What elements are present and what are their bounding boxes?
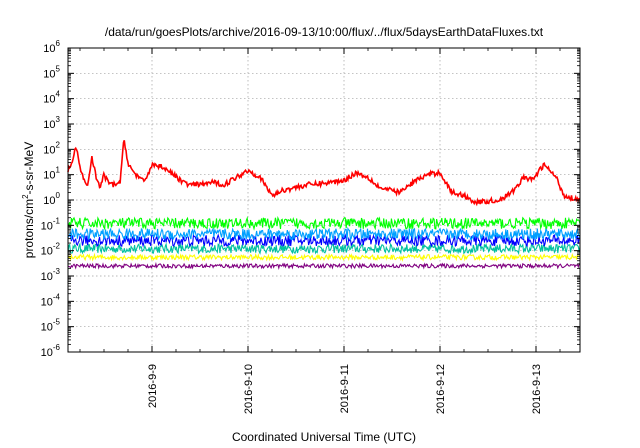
y-axis-label-part-2: -s-sr-MeV [22,142,36,195]
y-tick-base: 10 [41,296,53,308]
y-tick-base: 10 [43,170,55,182]
y-tick-exponent: -1 [53,216,61,225]
series-line-5 [67,242,581,256]
y-tick-base: 10 [43,43,55,55]
y-tick-labels: 10-610-510-410-310-210-11001011021031041… [41,39,61,359]
y-tick-label: 103 [43,115,60,131]
chart-title: /data/run/goesPlots/archive/2016-09-13/1… [105,25,544,39]
y-tick-label: 105 [43,64,60,80]
y-tick-exponent: 5 [56,64,61,73]
y-tick-label: 101 [43,166,60,182]
y-tick-label: 102 [43,140,60,156]
y-tick-base: 10 [41,322,53,334]
series-line-2 [67,215,581,231]
series-line-6 [67,252,581,262]
y-tick-label: 106 [43,39,60,55]
x-axis-label: Coordinated Universal Time (UTC) [232,430,416,444]
y-tick-exponent: 6 [56,39,61,48]
y-tick-exponent: 3 [56,115,61,124]
series-line-3 [67,226,581,242]
y-axis-label-part-1: protons/cm [22,199,36,258]
y-tick-base: 10 [43,195,55,207]
y-tick-label: 10-3 [41,267,61,283]
y-tick-exponent: -5 [53,318,61,327]
y-tick-base: 10 [43,68,55,80]
y-tick-base: 10 [43,119,55,131]
y-tick-exponent: -6 [53,343,61,352]
x-tick-label: 2016-9-9 [147,364,159,408]
x-tick-label: 2016-9-12 [435,364,447,414]
tick-layer [68,47,580,353]
y-tick-label: 10-4 [41,292,61,308]
y-tick-label: 10-2 [41,242,61,258]
y-tick-exponent: 0 [56,191,61,200]
x-tick-label: 2016-9-13 [531,364,543,414]
x-tick-label: 2016-9-10 [243,364,255,414]
y-tick-exponent: 1 [56,166,61,175]
series-line-7 [67,261,581,270]
y-tick-base: 10 [41,271,53,283]
series-line-1 [67,140,581,207]
y-tick-exponent: 4 [56,90,61,99]
y-tick-label: 10-1 [41,216,61,232]
x-tick-labels: 2016-9-9 2016-9-10 2016-9-11 2016-9-12 2016-… [147,364,543,414]
y-tick-base: 10 [41,220,53,232]
y-tick-exponent: 2 [56,140,61,149]
y-tick-base: 10 [43,94,55,106]
y-tick-label: 104 [43,90,60,106]
grid-layer [68,48,580,352]
y-tick-base: 10 [41,246,53,258]
y-tick-label: 10-5 [41,318,61,334]
y-tick-exponent: -4 [53,292,61,301]
y-axis-label-sup: 2 [21,194,30,199]
y-tick-label: 100 [43,191,60,207]
y-tick-base: 10 [43,144,55,156]
y-tick-exponent: -2 [53,242,61,251]
y-tick-exponent: -3 [53,267,61,276]
x-tick-label: 2016-9-11 [339,364,351,413]
y-axis-label: protons/cm2-s-sr-MeV [21,142,36,258]
series-layer [67,140,581,270]
y-tick-label: 10-6 [41,343,61,359]
y-tick-base: 10 [41,347,53,359]
